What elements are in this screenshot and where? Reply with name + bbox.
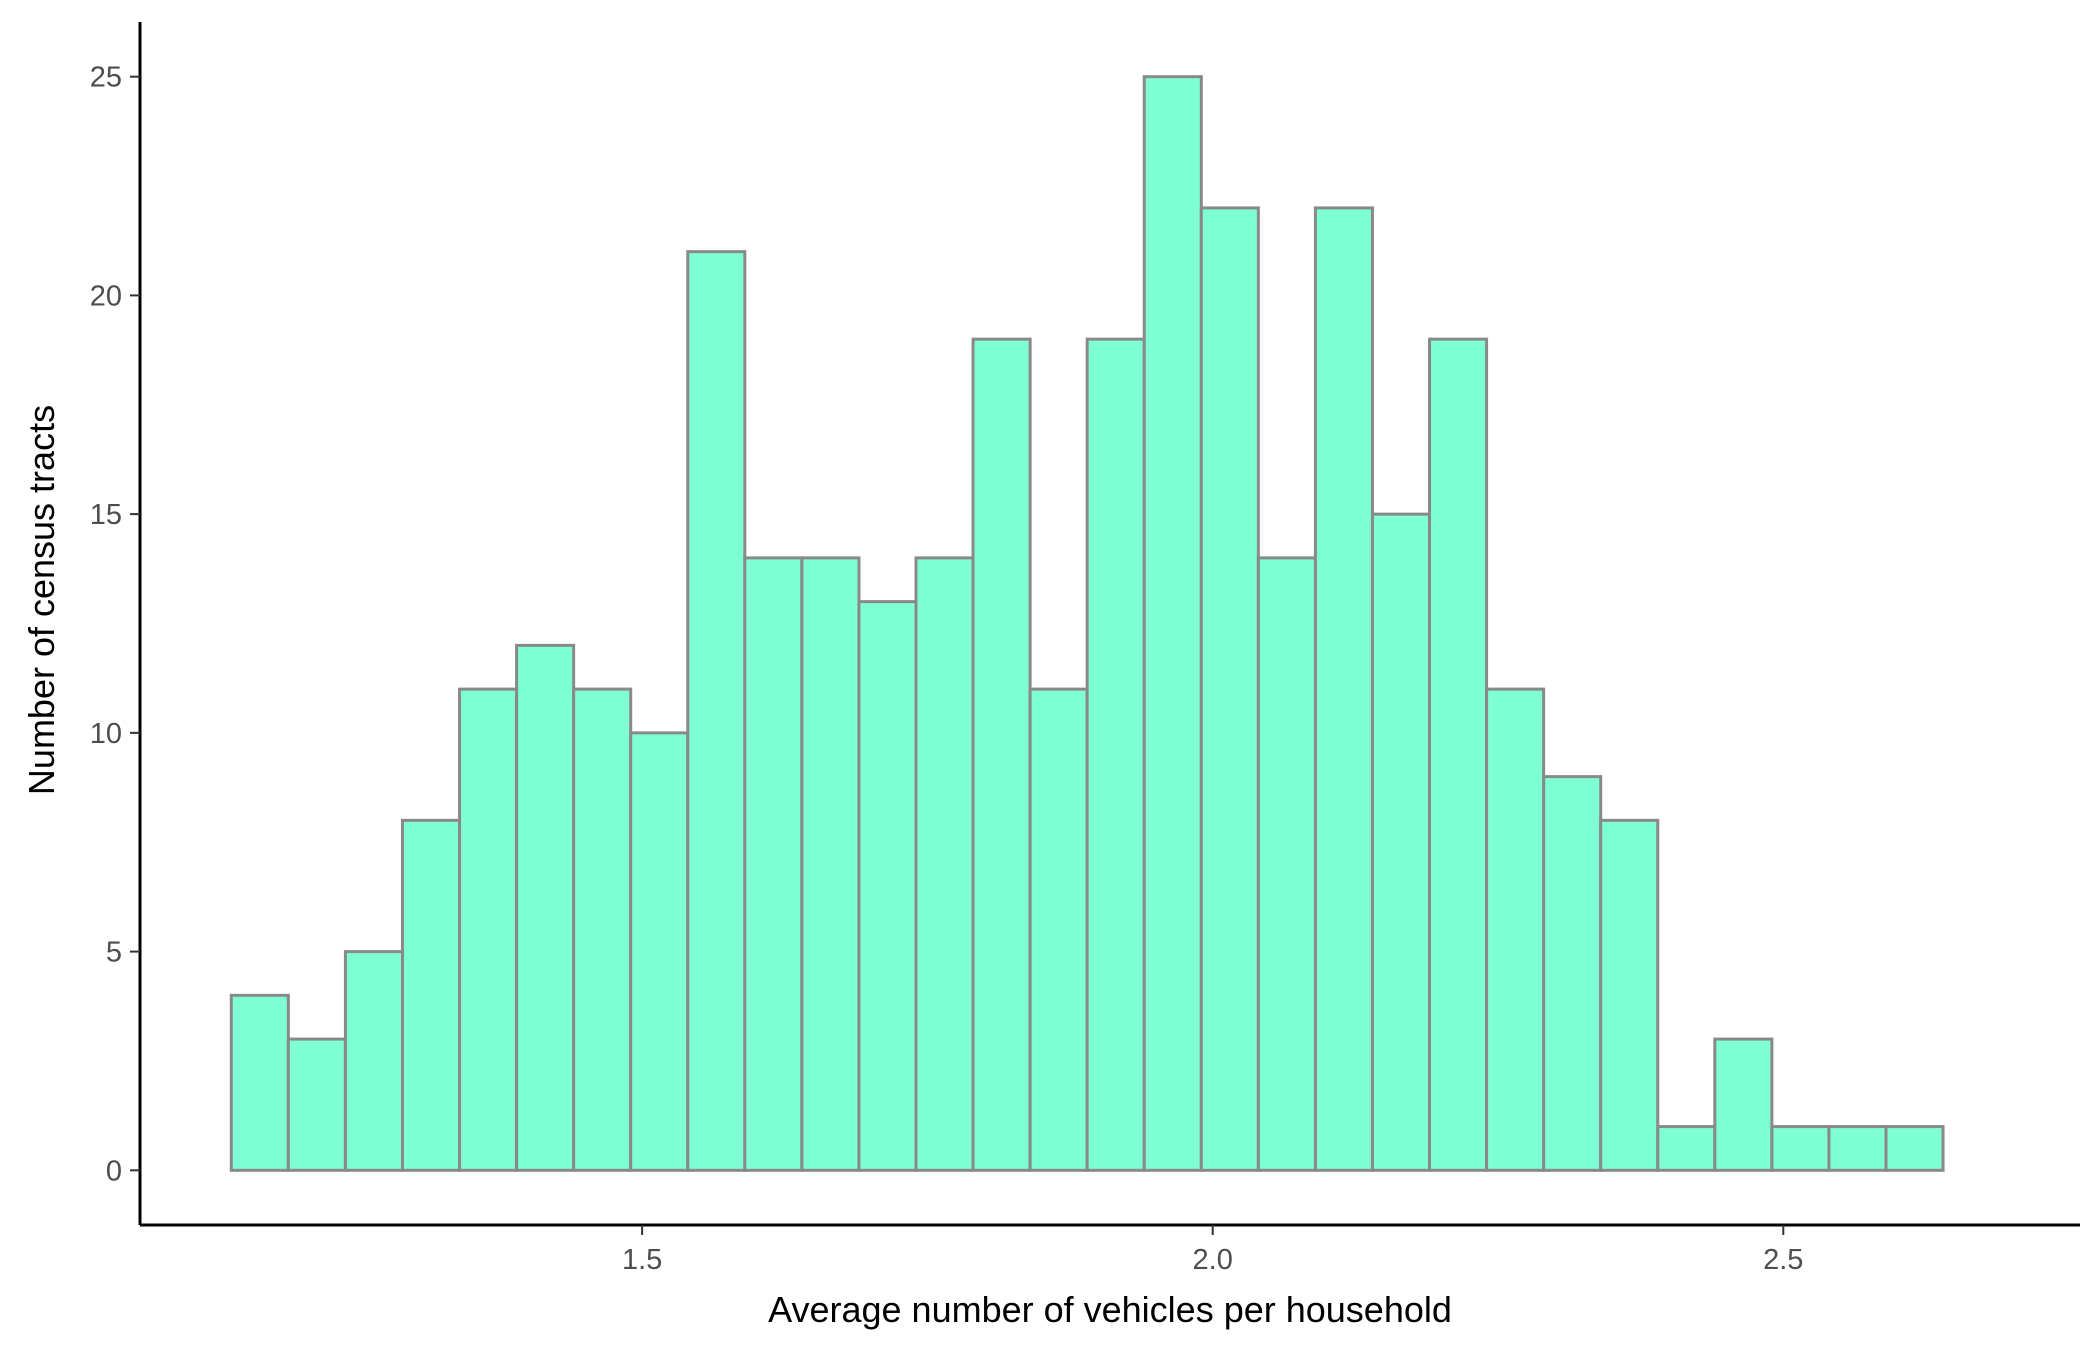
histogram-bar xyxy=(1713,1037,1774,1172)
x-axis-ticks: 1.5 2.0 2.5 xyxy=(622,1225,1803,1276)
histogram-bar xyxy=(1028,687,1089,1172)
x-tick-label: 2.5 xyxy=(1763,1244,1803,1276)
y-axis-title: Number of census tracts xyxy=(21,405,62,795)
histogram-bar xyxy=(914,556,975,1172)
histogram-bar xyxy=(1770,1125,1831,1172)
histogram-bar xyxy=(1656,1125,1717,1172)
y-axis-ticks: 0 5 10 15 20 25 xyxy=(90,62,140,1187)
y-tick-label: 5 xyxy=(106,937,122,969)
histogram-bar xyxy=(1313,206,1374,1172)
histogram-bar xyxy=(1370,512,1432,1172)
histogram-bar xyxy=(1142,75,1203,1172)
histogram-bar xyxy=(458,687,519,1172)
histogram-bar xyxy=(400,818,462,1172)
histogram-bar xyxy=(1827,1125,1888,1172)
histogram-bar xyxy=(800,556,861,1172)
histogram-bar xyxy=(686,250,747,1172)
histogram-bars xyxy=(229,75,1945,1172)
y-tick-label: 20 xyxy=(90,280,122,312)
histogram-bar xyxy=(343,950,404,1172)
histogram-bar xyxy=(229,993,290,1172)
histogram-bar xyxy=(1085,337,1146,1172)
histogram-bar xyxy=(1256,556,1317,1172)
histogram-bar xyxy=(1428,337,1489,1172)
y-tick-label: 10 xyxy=(90,718,122,750)
y-tick-label: 0 xyxy=(106,1155,122,1187)
x-tick-label: 2.0 xyxy=(1193,1244,1233,1276)
histogram-bar xyxy=(857,600,918,1172)
histogram-bar xyxy=(572,687,633,1172)
histogram-bar xyxy=(515,643,576,1172)
y-tick-label: 25 xyxy=(90,62,122,94)
histogram-bar xyxy=(1542,775,1603,1172)
histogram-bar xyxy=(1199,206,1260,1172)
histogram-bar xyxy=(629,731,690,1172)
histogram-bar xyxy=(286,1037,347,1172)
y-tick-label: 15 xyxy=(90,499,122,531)
histogram-bar xyxy=(1485,687,1546,1172)
x-tick-label: 1.5 xyxy=(622,1244,662,1276)
histogram-bar xyxy=(1884,1125,1945,1172)
histogram-bar xyxy=(971,337,1032,1172)
histogram-bar xyxy=(1599,818,1660,1172)
histogram-bar xyxy=(743,556,804,1172)
x-axis-title: Average number of vehicles per household xyxy=(768,1289,1452,1330)
